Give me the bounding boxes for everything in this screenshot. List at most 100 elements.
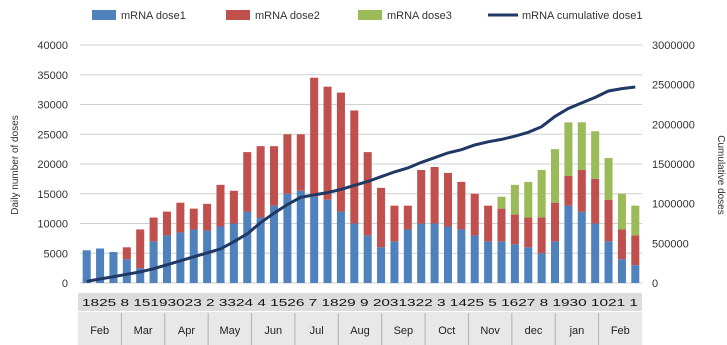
bar-dose2 bbox=[229, 190, 238, 224]
month-label: May bbox=[219, 325, 240, 337]
y-tick-label: 40000 bbox=[37, 40, 68, 52]
bar-dose2 bbox=[310, 77, 319, 197]
y-tick-label: 25000 bbox=[37, 129, 68, 141]
bar-dose1 bbox=[377, 247, 386, 283]
bar-dose1 bbox=[323, 199, 332, 283]
bar-dose1 bbox=[310, 196, 319, 283]
bar-dose2 bbox=[551, 202, 560, 242]
bar-dose2 bbox=[443, 172, 452, 227]
bar-dose1 bbox=[537, 253, 546, 283]
bar-dose1 bbox=[617, 259, 626, 283]
bar-dose1 bbox=[510, 244, 519, 283]
bar-dose1 bbox=[430, 223, 439, 283]
month-label: Sep bbox=[394, 325, 414, 337]
y2-axis-title: Cumulative doses bbox=[715, 135, 726, 214]
bar-dose1 bbox=[96, 248, 105, 283]
bar-dose2 bbox=[149, 217, 158, 242]
bar-dose2 bbox=[136, 229, 145, 269]
bar-dose2 bbox=[564, 175, 573, 206]
bar-dose1 bbox=[82, 250, 91, 283]
bar-dose2 bbox=[510, 214, 519, 245]
bar-dose2 bbox=[336, 92, 345, 212]
y-tick-label: 20000 bbox=[37, 159, 68, 171]
month-label: Feb bbox=[90, 325, 109, 337]
bar-dose1 bbox=[149, 241, 158, 283]
bar-dose2 bbox=[350, 110, 359, 224]
bar-dose1 bbox=[524, 247, 533, 283]
bar-dose2 bbox=[256, 146, 265, 218]
y2-tick-label: 2500000 bbox=[652, 80, 695, 92]
y2-tick-label: 3000000 bbox=[652, 40, 695, 52]
bar-dose3 bbox=[591, 131, 600, 179]
bar-dose2 bbox=[537, 217, 546, 254]
bar-dose2 bbox=[430, 166, 439, 224]
bar-dose2 bbox=[243, 152, 252, 212]
bar-dose1 bbox=[229, 223, 238, 283]
bar-dose2 bbox=[296, 134, 305, 191]
bar-dose1 bbox=[417, 223, 426, 283]
bar-dose2 bbox=[122, 247, 131, 260]
bar-dose2 bbox=[176, 202, 185, 233]
legend: mRNA dose1 mRNA dose2 mRNA dose3 mRNA cu… bbox=[92, 10, 642, 22]
bar-dose2 bbox=[417, 169, 426, 224]
bar-dose1 bbox=[484, 241, 493, 283]
legend-swatch-dose2 bbox=[226, 10, 250, 20]
bar-dose2 bbox=[283, 134, 292, 194]
bar-dose2 bbox=[363, 152, 372, 236]
bar-dose1 bbox=[363, 235, 372, 283]
bar-dose2 bbox=[270, 146, 279, 206]
y2-tick-label: 0 bbox=[652, 278, 658, 290]
month-label: jan bbox=[569, 325, 585, 337]
legend-label-dose3: mRNA dose3 bbox=[387, 10, 452, 22]
bar-dose2 bbox=[203, 203, 212, 231]
y2-tick-label: 2000000 bbox=[652, 119, 695, 131]
legend-label-dose2: mRNA dose2 bbox=[255, 10, 320, 22]
bar-dose1 bbox=[176, 232, 185, 283]
month-label: dec bbox=[525, 325, 543, 337]
bar-dose2 bbox=[524, 217, 533, 248]
bar-dose3 bbox=[524, 181, 533, 218]
bar-dose1 bbox=[216, 226, 225, 283]
gridlines bbox=[80, 44, 642, 284]
bar-dose2 bbox=[162, 211, 171, 236]
legend-label-cumulative: mRNA cumulative dose1 bbox=[522, 10, 642, 22]
bar-dose1 bbox=[243, 211, 252, 283]
bar-dose3 bbox=[631, 205, 640, 236]
month-label: Mar bbox=[134, 325, 153, 337]
bar-dose1 bbox=[109, 252, 118, 283]
bar-dose3 bbox=[537, 169, 546, 218]
bar-dose2 bbox=[457, 181, 466, 230]
bar-dose2 bbox=[497, 208, 506, 242]
bar-dose1 bbox=[336, 211, 345, 283]
bar-dose2 bbox=[403, 205, 412, 230]
y2-tick-label: 1000000 bbox=[652, 199, 695, 211]
bar-dose3 bbox=[497, 196, 506, 209]
bar-dose1 bbox=[631, 265, 640, 283]
bar-dose2 bbox=[591, 178, 600, 224]
legend-swatch-dose1 bbox=[92, 10, 116, 20]
day-label-strip bbox=[78, 293, 642, 311]
bar-dose1 bbox=[350, 223, 359, 283]
bar-dose2 bbox=[216, 184, 225, 227]
bar-dose1 bbox=[470, 235, 479, 283]
bar-dose1 bbox=[577, 211, 586, 283]
month-label: Feb bbox=[611, 325, 630, 337]
bar-dose1 bbox=[122, 259, 131, 283]
right-axis-ticks: 3000000 2500000 2000000 1500000 1000000 50000… bbox=[652, 40, 695, 290]
month-label: Apr bbox=[178, 325, 195, 337]
bar-dose1 bbox=[390, 241, 399, 283]
bar-dose1 bbox=[604, 241, 613, 283]
bar-dose1 bbox=[270, 205, 279, 283]
bar-dose2 bbox=[390, 205, 399, 242]
y2-tick-label: 1500000 bbox=[652, 159, 695, 171]
bar-dose1 bbox=[203, 230, 212, 283]
y-tick-label: 5000 bbox=[44, 248, 68, 260]
bar-dose1 bbox=[497, 241, 506, 283]
bar-dose1 bbox=[457, 229, 466, 283]
month-labels: Feb Mar Apr May Jun Jul Aug Sep Oct Nov dec jan Feb bbox=[90, 313, 630, 345]
cumulative-line bbox=[86, 85, 636, 283]
y-tick-label: 0 bbox=[62, 278, 68, 290]
bar-dose1 bbox=[443, 226, 452, 283]
bar-dose1 bbox=[136, 268, 145, 283]
